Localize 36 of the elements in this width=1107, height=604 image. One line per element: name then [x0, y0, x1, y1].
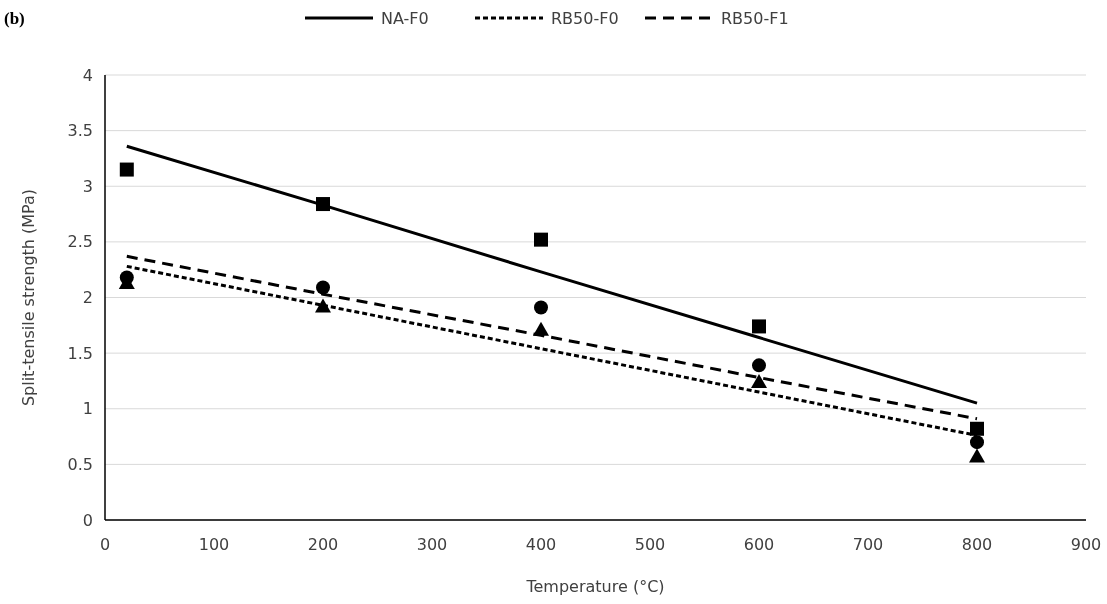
y-tick-label: 1.5: [67, 343, 93, 363]
y-tick-label: 0.5: [67, 454, 93, 474]
x-tick-label: 800: [961, 535, 993, 554]
point: [316, 280, 330, 295]
x-tick-label: 100: [198, 535, 230, 554]
y-tick-label: 3.5: [67, 121, 93, 141]
point: [752, 358, 766, 373]
x-tick-label: 600: [743, 535, 775, 554]
y-axis-title: Split-tensile strength (MPa): [19, 188, 38, 407]
x-tick-label: 700: [852, 535, 884, 554]
y-tick-label: 2: [82, 288, 93, 308]
y-tick-label: 1: [82, 399, 93, 419]
chart-title: (b): [4, 9, 25, 28]
y-tick-label: 0: [82, 510, 93, 530]
legend-label: RB50-F0: [551, 9, 619, 28]
point: [534, 300, 548, 315]
y-tick-label: 2.5: [67, 232, 93, 252]
line-series: [125, 144, 979, 405]
point: [969, 448, 985, 463]
x-tick-label: 300: [416, 535, 448, 554]
point: [534, 232, 548, 247]
point: [752, 319, 766, 334]
x-tick-label: 500: [634, 535, 666, 554]
x-axis-title: Temperature (°C): [525, 577, 665, 596]
y-tick-label: 3: [82, 176, 93, 196]
x-tick-label: 400: [525, 535, 557, 554]
x-tick-label: 200: [307, 535, 339, 554]
point: [751, 374, 767, 389]
legend-label: RB50-F1: [721, 9, 789, 28]
legend-label: NA-F0: [381, 9, 429, 28]
point: [970, 435, 984, 450]
y-tick-label: 4: [82, 65, 93, 85]
point: [119, 162, 134, 177]
point: [970, 421, 984, 436]
x-tick-label: 900: [1070, 535, 1102, 554]
x-tick-label: 0: [99, 535, 111, 554]
